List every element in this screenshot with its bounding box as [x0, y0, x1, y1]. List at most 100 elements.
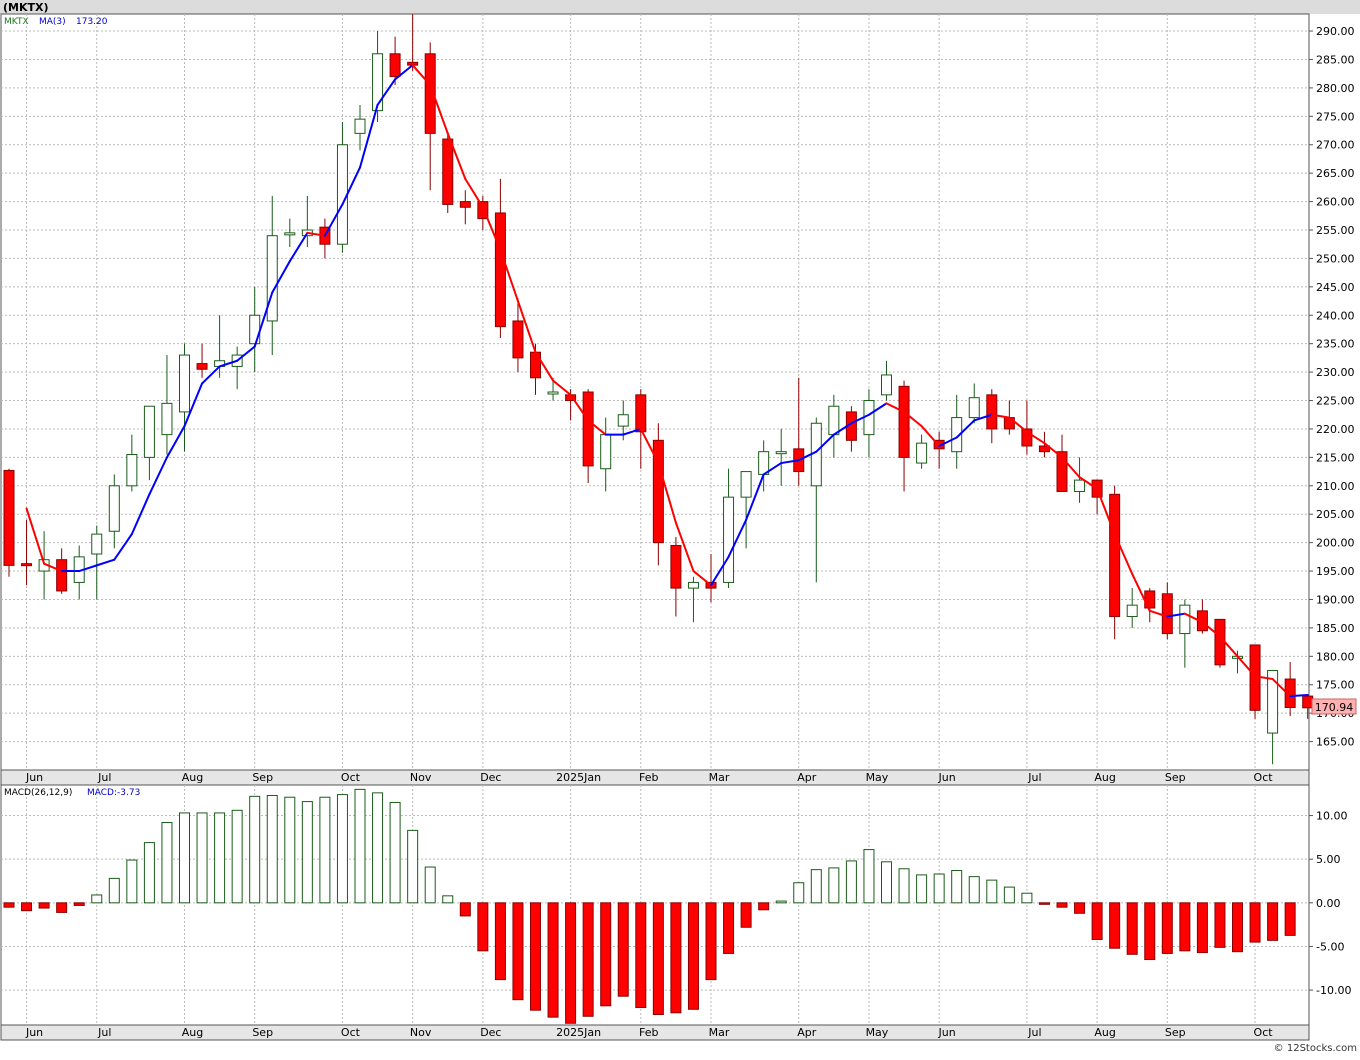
macd-x-tick-label: Feb [639, 1026, 658, 1039]
up-candle [126, 434, 138, 492]
macd-x-tick-label: Dec [480, 1026, 501, 1039]
candle-body [687, 581, 699, 589]
price-x-tick-label: Sep [1165, 771, 1186, 784]
candle-body [91, 533, 103, 555]
macd-bar-positive [863, 849, 875, 904]
macd-bar-positive [301, 801, 313, 904]
ma-segment [762, 462, 783, 476]
price-y-tick-label: 250.00 [1316, 252, 1355, 265]
candlestick-series [3, 14, 1314, 765]
up-candle [1179, 599, 1191, 668]
macd-y-tick-label: 10.00 [1316, 810, 1348, 823]
ma-segment [1236, 655, 1257, 678]
ma-segment [446, 132, 467, 180]
macd-x-tick-label: Aug [1094, 1026, 1115, 1039]
candle-body [652, 439, 664, 544]
price-x-tick-label: Nov [410, 771, 432, 784]
price-y-tick-label: 255.00 [1316, 224, 1355, 237]
ma-segment [1131, 572, 1151, 612]
down-candle [477, 195, 489, 230]
price-x-tick-label: May [866, 771, 889, 784]
macd-y-tick-label: -10.00 [1316, 984, 1351, 997]
candle-body [600, 434, 612, 470]
price-x-tick-label: 2025Jan [556, 771, 601, 784]
candle-body [424, 53, 436, 134]
down-candle [1109, 485, 1121, 640]
price-x-tick-label: Jun [25, 771, 43, 784]
up-candle [1074, 457, 1086, 503]
up-candle [687, 576, 699, 623]
ma-segment [165, 425, 186, 459]
macd-bar-positive [810, 869, 822, 904]
ma-segment [341, 166, 361, 206]
macd-bar-positive [249, 795, 261, 904]
candle-body [635, 394, 647, 433]
ma-segment [622, 427, 642, 436]
up-candle [1267, 670, 1279, 765]
price-y-tick-label: 210.00 [1316, 480, 1355, 493]
macd-bar-negative [758, 902, 770, 911]
ma-segment [481, 206, 502, 251]
candle-body [266, 235, 278, 322]
price-x-tick-label: Aug [1094, 771, 1115, 784]
candle-body [354, 118, 366, 134]
macd-x-tick-label: Apr [797, 1026, 817, 1039]
macd-bar-negative [1144, 902, 1156, 961]
macd-bar-positive [775, 900, 787, 904]
candle-body [775, 451, 787, 455]
price-y-tick-label: 285.00 [1316, 53, 1355, 66]
candle-body [459, 201, 471, 208]
price-x-tick-label: Oct [1254, 771, 1274, 784]
ma-segment [797, 450, 818, 462]
macd-bar-negative [56, 902, 68, 913]
ma-segment [639, 427, 660, 465]
down-candle [424, 42, 436, 191]
macd-bar-negative [1214, 902, 1226, 948]
macd-bar-positive [214, 812, 226, 904]
candle-body [21, 563, 33, 567]
up-candle [723, 468, 735, 589]
macd-bar-positive [881, 861, 892, 904]
ma-segment [534, 351, 555, 382]
macd-bar-negative [635, 902, 647, 1009]
macd-x-axis-band [0, 1024, 1310, 1041]
price-panel [0, 13, 1310, 771]
ma-segment [710, 555, 730, 587]
macd-bar-negative [1284, 902, 1296, 936]
macd-bar-positive [284, 796, 296, 904]
ma-segment [955, 419, 976, 439]
ma-segment [218, 359, 239, 368]
macd-y-tick-label: 5.00 [1316, 853, 1341, 866]
up-candle [916, 434, 928, 469]
symbol-title: (MKTX) [3, 1, 49, 14]
macd-bar-negative [600, 902, 612, 1007]
candle-body [1302, 695, 1314, 709]
candle-body [951, 417, 963, 453]
price-y-tick-label: 270.00 [1316, 139, 1355, 152]
ma-segment [920, 425, 941, 447]
candle-body [372, 53, 384, 112]
macd-x-tick-label: Jul [97, 1026, 111, 1039]
ma-segment [657, 462, 677, 524]
ma-segment [429, 84, 449, 135]
macd-x-tick-label: May [866, 1026, 889, 1039]
candle-body [547, 391, 559, 395]
up-candle [179, 343, 190, 452]
price-y-tick-label: 220.00 [1316, 423, 1355, 436]
macd-bar-positive [126, 859, 138, 904]
ma-segment [323, 203, 344, 237]
up-candle [161, 355, 173, 455]
ma-segment [359, 103, 379, 169]
candle-body [126, 454, 138, 487]
price-y-tick-label: 185.00 [1316, 622, 1355, 635]
ma-segment [674, 521, 695, 573]
ma-segment [113, 533, 133, 561]
macd-bar-negative [1091, 902, 1103, 940]
last-price-box [1311, 698, 1357, 715]
ma-segment [183, 382, 204, 428]
macd-bar-negative [459, 902, 471, 917]
price-y-tick-label: 275.00 [1316, 110, 1355, 123]
macd-bar-negative [73, 902, 85, 906]
candle-body [196, 363, 208, 370]
